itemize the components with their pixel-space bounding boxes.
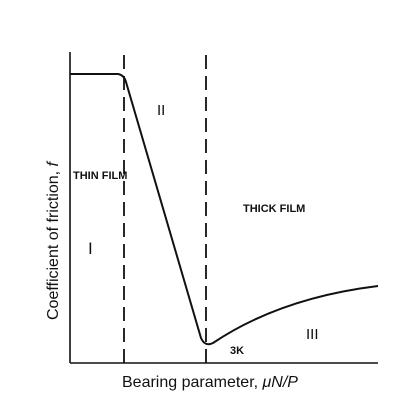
y-axis-title: Coefficient of friction, f — [45, 160, 62, 320]
minimum-point-label: 3K — [230, 345, 244, 357]
x-axis-title: Bearing parameter, μN/P — [122, 374, 298, 391]
y-axis-title-symbol: f — [45, 160, 62, 166]
region-label-iii: III — [306, 326, 319, 343]
region-label-i: I — [88, 239, 93, 258]
x-axis-title-text: Bearing parameter, — [122, 374, 263, 391]
friction-curve — [70, 73, 379, 346]
region-label-ii: II — [157, 102, 165, 119]
thin-film-label: THIN FILM — [73, 170, 127, 182]
y-axis-title-text: Coefficient of friction, — [45, 166, 62, 320]
thick-film-label: THICK FILM — [243, 203, 305, 215]
x-axis-title-symbol: μN/P — [262, 374, 299, 391]
